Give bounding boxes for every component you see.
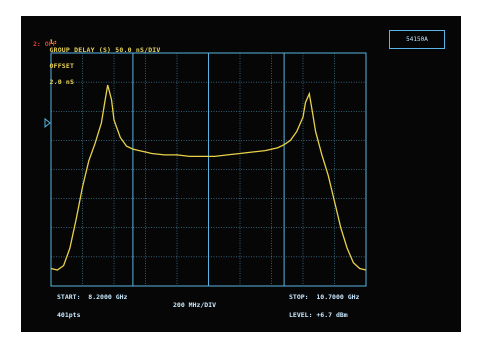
trace-plot: [44, 52, 367, 287]
reference-level-marker: [44, 117, 51, 128]
trace-2-header: 2: OFF: [33, 40, 57, 48]
stop-frequency: STOP: 10.7000 GHz: [289, 293, 360, 301]
model-label: 54150A: [406, 36, 428, 43]
trace-1-prefix: 1:: [49, 38, 58, 46]
offset-value: 2.0 nS: [49, 78, 75, 86]
source-level: LEVEL: +6.7 dBm: [289, 311, 348, 319]
graticule: [50, 52, 367, 287]
model-label-box: 54150A: [389, 30, 445, 49]
frequency-scale: 200 MHz/DIV: [173, 301, 217, 309]
offset-label: OFFSET: [49, 62, 75, 70]
analyzer-screen: 1: GROUP DELAY (S) 50.0 nS/DIV OFFSET 2.…: [21, 16, 461, 332]
trace-1-header: 1: GROUP DELAY (S) 50.0 nS/DIV OFFSET 2.…: [33, 30, 161, 94]
point-count: 401pts: [57, 311, 81, 319]
start-frequency: START: 8.2000 GHz: [57, 293, 128, 301]
trace-1-group-delay: [50, 84, 367, 271]
trace-1-format: GROUP DELAY (S) 50.0 nS/DIV: [49, 46, 161, 54]
